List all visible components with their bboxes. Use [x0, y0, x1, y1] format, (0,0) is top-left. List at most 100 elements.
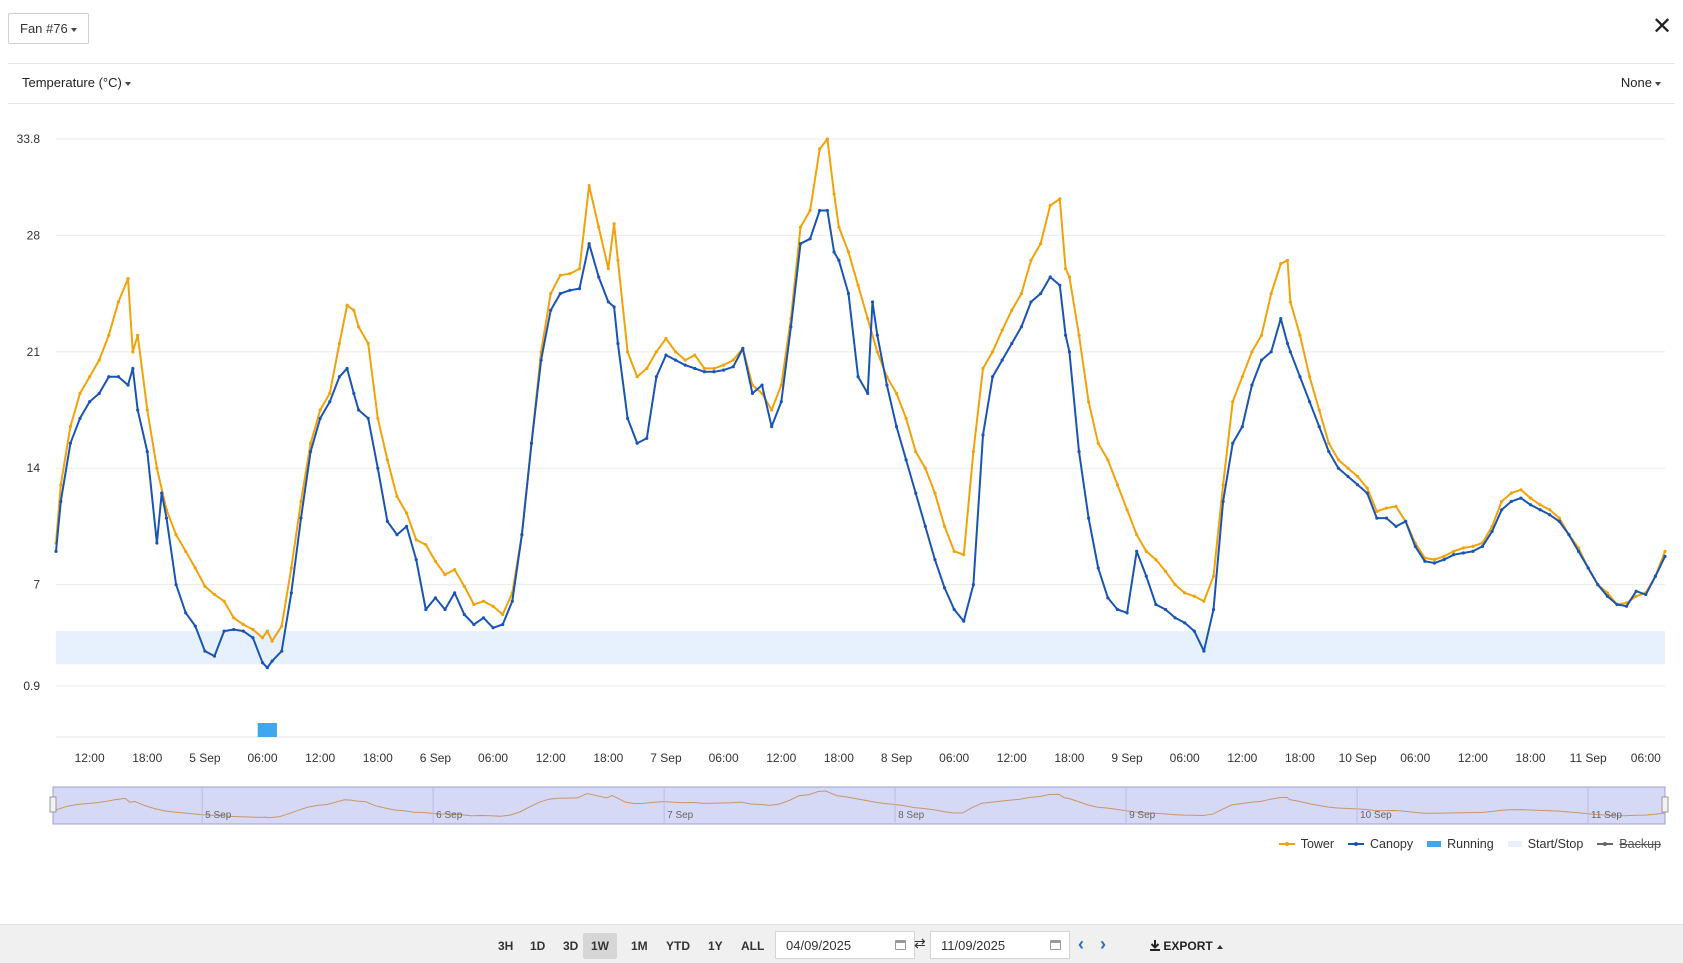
range-button-ytd[interactable]: YTD — [666, 939, 690, 953]
data-point-tower — [289, 566, 293, 570]
data-point-canopy — [549, 308, 553, 312]
data-point-tower — [193, 566, 197, 570]
chevron-down-icon — [124, 81, 131, 86]
data-point-tower — [1442, 554, 1446, 558]
data-point-canopy — [1452, 553, 1456, 557]
range-button-1m[interactable]: 1M — [631, 939, 648, 953]
data-point-canopy — [1644, 592, 1648, 597]
data-point-tower — [1452, 549, 1456, 553]
data-point-canopy — [1365, 491, 1369, 495]
data-point-canopy — [337, 375, 341, 379]
data-point-tower — [453, 568, 457, 572]
data-point-canopy — [529, 441, 534, 445]
temperature-chart[interactable]: 33.8 28 21 14 7 0.9 12:00 18:00 5 Sep 06:00 12:00 1… — [0, 0, 1683, 830]
legend-item-backup[interactable]: Backup — [1597, 837, 1661, 851]
data-point-canopy — [462, 612, 466, 617]
data-point-tower — [962, 553, 966, 557]
data-point-canopy — [1259, 358, 1264, 362]
data-point-tower — [481, 599, 486, 603]
navigator-label: 7 Sep — [667, 810, 694, 821]
range-button-3h[interactable]: 3H — [498, 939, 514, 953]
y-tick-label: 0.9 — [23, 679, 40, 693]
metric-select[interactable]: Temperature (°C) — [22, 75, 131, 90]
data-point-tower — [1509, 491, 1513, 495]
prev-range-button[interactable]: ‹ — [1078, 934, 1084, 954]
data-point-canopy — [664, 353, 668, 357]
data-point-canopy — [1000, 358, 1004, 362]
x-tick-label: 06:00 — [248, 751, 278, 765]
navigator-handle[interactable] — [49, 796, 57, 813]
data-point-canopy — [1067, 350, 1072, 354]
data-point-canopy — [136, 408, 140, 412]
calendar-icon[interactable] — [1050, 940, 1061, 950]
data-point-tower — [1067, 275, 1072, 279]
data-point-tower — [203, 584, 207, 588]
data-point-canopy — [1538, 508, 1542, 512]
legend-item-tower[interactable]: Tower — [1278, 837, 1334, 851]
data-point-canopy — [832, 250, 836, 254]
data-point-canopy — [1115, 607, 1120, 612]
x-tick-label: 18:00 — [1285, 751, 1315, 765]
next-range-button[interactable]: › — [1100, 934, 1106, 954]
legend-item-canopy[interactable]: Canopy — [1348, 837, 1413, 851]
x-tick-label: 18:00 — [824, 751, 854, 765]
data-point-canopy — [1596, 582, 1600, 587]
data-point-canopy — [174, 582, 178, 587]
data-point-tower — [405, 511, 409, 515]
navigator-handle[interactable] — [1661, 796, 1669, 813]
data-point-canopy — [356, 408, 361, 412]
data-point-canopy — [1106, 596, 1110, 600]
range-button-3d[interactable]: 3D — [563, 939, 579, 953]
data-point-tower — [1269, 292, 1273, 296]
data-point-canopy — [1048, 275, 1052, 279]
date-from-input[interactable]: 04/09/2025 — [775, 931, 915, 959]
data-point-canopy — [741, 346, 745, 351]
swap-dates-icon[interactable]: ⇄ — [914, 935, 926, 951]
data-point-tower — [1259, 333, 1264, 337]
data-point-tower — [712, 366, 716, 371]
data-point-tower — [1519, 488, 1523, 492]
data-point-tower — [395, 494, 399, 499]
startstop-band — [56, 631, 1665, 665]
data-point-tower — [1183, 591, 1187, 595]
data-point-tower — [971, 449, 975, 454]
range-button-1d[interactable]: 1D — [530, 939, 546, 953]
data-point-tower — [1279, 262, 1283, 266]
legend-label: Running — [1447, 837, 1494, 851]
range-button-all[interactable]: ALL — [741, 939, 765, 953]
data-point-tower — [433, 559, 438, 563]
data-point-tower — [904, 416, 908, 420]
compare-select-label: None — [1620, 75, 1652, 90]
fan-select[interactable]: Fan #76 — [8, 13, 89, 44]
y-tick-label: 7 — [33, 578, 40, 592]
data-point-tower — [1432, 558, 1437, 562]
data-point-tower — [990, 350, 995, 354]
data-point-tower — [779, 383, 783, 387]
data-point-tower — [635, 375, 639, 379]
data-point-tower — [981, 366, 985, 371]
export-button[interactable]: EXPORT — [1150, 939, 1223, 953]
range-button-1y[interactable]: 1Y — [708, 939, 723, 953]
data-point-canopy — [914, 491, 918, 495]
x-tick-label: 12:00 — [1458, 751, 1488, 765]
y-tick-label: 21 — [27, 345, 41, 359]
calendar-icon[interactable] — [895, 940, 906, 950]
data-point-canopy — [1019, 325, 1024, 329]
data-point-canopy — [962, 619, 966, 623]
data-point-tower — [1285, 258, 1290, 262]
data-point-canopy — [1269, 350, 1273, 354]
range-button-1w[interactable]: 1W — [583, 933, 617, 959]
data-point-tower — [825, 137, 829, 141]
legend-item-start-stop[interactable]: Start/Stop — [1507, 837, 1583, 851]
data-point-canopy — [222, 629, 226, 633]
data-point-canopy — [352, 391, 356, 395]
data-point-canopy — [1063, 333, 1068, 337]
data-point-canopy — [107, 375, 111, 379]
legend-item-running[interactable]: Running — [1427, 837, 1494, 851]
data-point-tower — [1307, 375, 1312, 379]
data-point-canopy — [1231, 441, 1235, 445]
data-point-tower — [212, 592, 217, 597]
date-to-input[interactable]: 11/09/2025 — [930, 931, 1070, 959]
close-icon[interactable]: ✕ — [1651, 13, 1673, 40]
compare-select[interactable]: None — [1621, 75, 1661, 90]
